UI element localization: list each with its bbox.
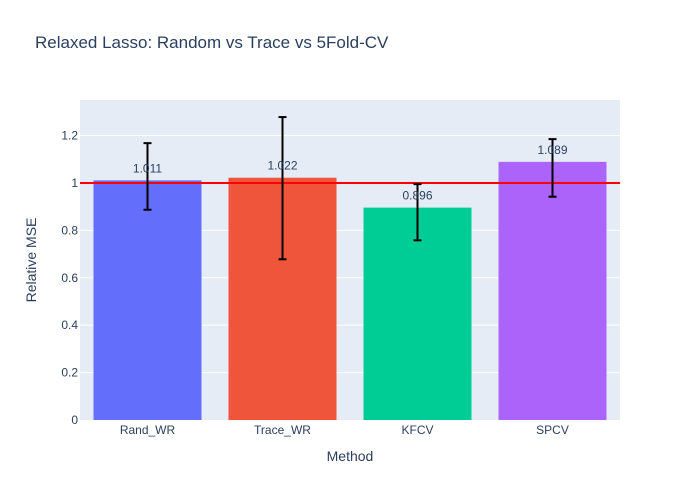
data-label: 1.011 xyxy=(133,161,162,175)
x-tick-label: Rand_WR xyxy=(120,423,176,437)
y-tick-label: 0.8 xyxy=(61,223,78,237)
x-tick-label: SPCV xyxy=(536,423,569,437)
chart-title: Relaxed Lasso: Random vs Trace vs 5Fold-… xyxy=(35,33,389,52)
x-axis-title: Method xyxy=(327,448,374,464)
data-label: 0.896 xyxy=(402,189,432,203)
y-tick-label: 0.6 xyxy=(61,271,78,285)
data-label: 1.089 xyxy=(537,143,567,157)
data-label: 1.022 xyxy=(267,159,297,173)
x-tick-label: KFCV xyxy=(401,423,433,437)
y-tick-label: 1.2 xyxy=(61,129,78,143)
y-tick-label: 1 xyxy=(71,176,78,190)
x-tick-label: Trace_WR xyxy=(254,423,311,437)
bar xyxy=(363,207,472,420)
y-axis-title: Relative MSE xyxy=(23,218,39,303)
bar xyxy=(498,161,607,420)
y-tick-label: 0.4 xyxy=(61,318,78,332)
y-tick-label: 0.2 xyxy=(61,366,78,380)
y-tick-label: 0 xyxy=(71,413,78,427)
bar xyxy=(93,180,202,420)
